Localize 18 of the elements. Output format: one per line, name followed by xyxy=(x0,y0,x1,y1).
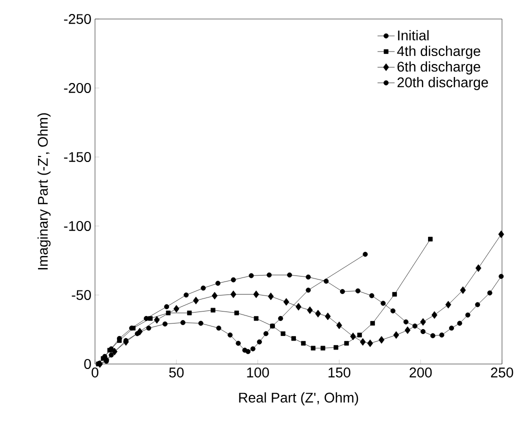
x-tick-label: 0 xyxy=(92,368,98,378)
y-tick-label: -50 xyxy=(72,290,91,300)
y-tick-label: -200 xyxy=(64,83,91,93)
y-axis-title: Imaginary Part (-Z', Ohm) xyxy=(38,113,51,270)
legend-label: Initial xyxy=(398,30,429,40)
legend-label: 20th discharge xyxy=(398,77,488,90)
y-tick-label: 0 xyxy=(84,359,91,369)
x-tick-label: 250 xyxy=(491,368,514,378)
legend-label: 4th discharge xyxy=(397,46,480,59)
y-tick-label: -100 xyxy=(64,221,91,231)
x-tick-label: 50 xyxy=(169,368,184,378)
y-tick-label: -250 xyxy=(64,14,91,24)
x-tick-label: 100 xyxy=(247,368,269,378)
x-tick-label: 200 xyxy=(410,368,432,378)
legend-label: 6th discharge xyxy=(398,61,480,74)
y-tick-label: -150 xyxy=(64,152,91,162)
x-tick-label: 150 xyxy=(328,368,350,378)
x-axis-title: Real Part (Z', Ohm) xyxy=(239,392,358,406)
